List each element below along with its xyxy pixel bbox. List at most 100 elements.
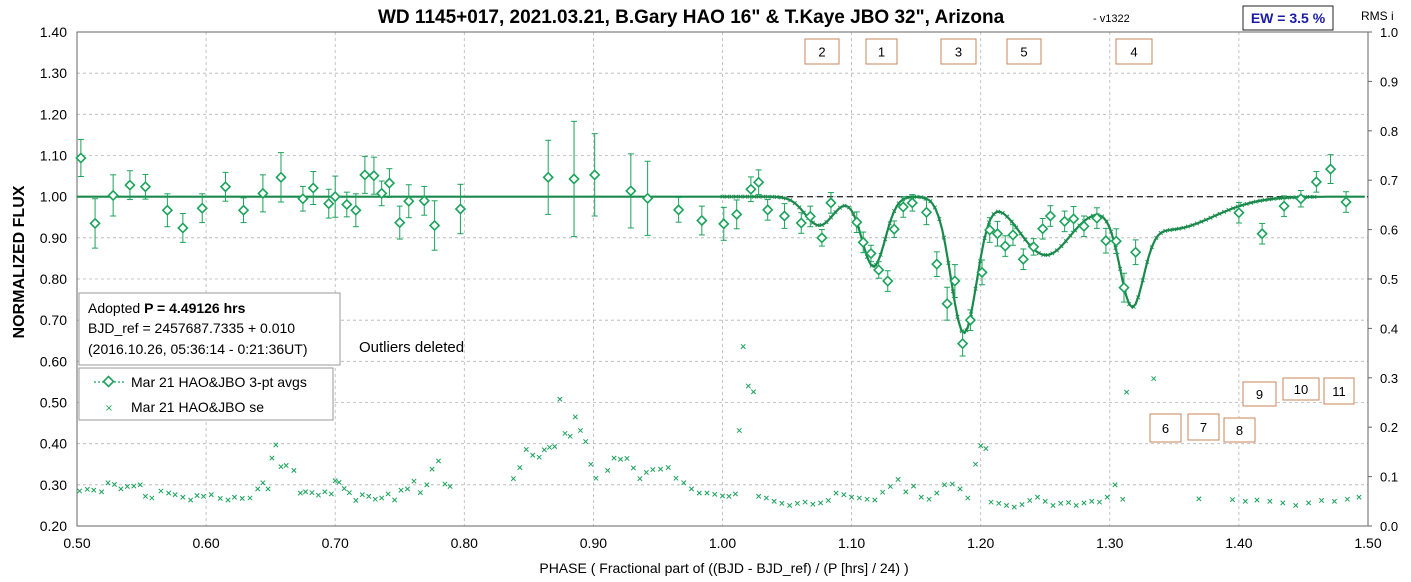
se-point xyxy=(346,490,352,496)
avg-point xyxy=(1233,207,1245,219)
event-marker-label: 8 xyxy=(1236,423,1243,438)
se-point xyxy=(1050,502,1056,508)
model-point xyxy=(1113,245,1118,251)
x-tick-label: 1.00 xyxy=(709,535,736,551)
se-point xyxy=(1124,389,1130,395)
avg-point xyxy=(857,236,869,249)
model-point xyxy=(1005,214,1010,219)
y-tick-label: 0.40 xyxy=(40,436,67,452)
se-point xyxy=(918,494,924,500)
ew-box xyxy=(1242,5,1334,31)
se-point xyxy=(911,483,917,489)
se-point xyxy=(957,486,963,492)
model-point xyxy=(1136,295,1141,300)
avg-point xyxy=(888,223,900,235)
x-tick-label: 0.50 xyxy=(63,535,90,551)
avg-point xyxy=(949,275,961,287)
avg-point xyxy=(383,177,396,189)
avg-point xyxy=(1295,193,1307,205)
event-marker-box xyxy=(1223,417,1256,443)
info-line-3: (2016.10.26, 05:36:14 - 0:21:36UT) xyxy=(88,341,307,357)
model-point xyxy=(1172,227,1177,232)
rms-label: RMS i xyxy=(1361,9,1394,23)
se-point xyxy=(424,482,430,488)
model-point xyxy=(1262,197,1267,203)
se-point xyxy=(1242,498,1248,504)
se-point xyxy=(336,479,342,485)
model-point xyxy=(973,286,978,291)
avg-point xyxy=(1256,228,1268,240)
se-point xyxy=(353,497,359,504)
se-point xyxy=(225,497,231,503)
se-point xyxy=(650,467,656,473)
avg-point xyxy=(1017,253,1029,265)
model-point xyxy=(797,205,802,210)
event-marker-box xyxy=(1149,413,1182,443)
se-point xyxy=(302,489,309,495)
se-point xyxy=(903,489,909,495)
model-point xyxy=(1199,219,1204,224)
avg-point xyxy=(368,170,380,182)
avg-point xyxy=(976,266,988,279)
se-point xyxy=(260,480,266,486)
x-tick-label: 1.20 xyxy=(967,535,994,551)
se-point xyxy=(567,433,573,439)
info-line-1: Adopted P = 4.49126 hrs xyxy=(88,300,246,316)
y-tick-label: 1.40 xyxy=(40,24,67,40)
model-point xyxy=(837,205,843,210)
model-point xyxy=(1208,215,1213,220)
se-point xyxy=(732,491,738,497)
x-axis-label: PHASE ( Fractional part of ((BJD - BJD_r… xyxy=(539,560,908,576)
avg-point xyxy=(1129,246,1142,258)
se-point xyxy=(1096,499,1103,505)
model-point xyxy=(1253,199,1258,204)
se-point xyxy=(359,492,365,498)
se-point xyxy=(1073,502,1079,508)
se-point xyxy=(617,456,624,462)
event-marker: 1 xyxy=(865,38,898,65)
event-marker-label: 11 xyxy=(1332,384,1346,399)
model-point xyxy=(724,194,730,199)
se-point xyxy=(1065,499,1072,506)
avg-point xyxy=(139,181,152,193)
avg-point xyxy=(964,314,977,326)
se-point xyxy=(1229,497,1236,503)
se-point xyxy=(291,467,297,473)
event-marker-label: 2 xyxy=(818,45,825,60)
x-tick-label: 1.10 xyxy=(838,535,865,551)
se-point xyxy=(841,492,847,498)
model-point xyxy=(905,195,910,200)
se-point xyxy=(398,487,404,493)
model-point xyxy=(1149,245,1154,250)
model-point xyxy=(779,195,784,200)
model-point xyxy=(828,215,834,220)
se-point xyxy=(849,494,855,500)
model-point xyxy=(1145,259,1150,265)
y-axis-ticks: 0.20 0.30 0.40 0.50 0.60 0.70 0.80 0.90 1.00 1.10… xyxy=(40,24,67,534)
event-marker: 6 xyxy=(1149,413,1182,443)
se-point xyxy=(1293,502,1299,508)
avg-point xyxy=(873,264,885,276)
se-point xyxy=(273,442,279,448)
se-point xyxy=(546,444,553,450)
model-point xyxy=(819,222,825,228)
se-point xyxy=(366,493,372,499)
model-point xyxy=(824,219,829,225)
model-point xyxy=(1185,224,1191,229)
model-point xyxy=(1118,266,1123,271)
se-point xyxy=(856,495,862,501)
se-point xyxy=(696,490,702,496)
event-marker: 9 xyxy=(1242,381,1277,407)
se-point xyxy=(265,486,271,492)
se-point xyxy=(562,430,568,436)
model-point xyxy=(810,220,815,225)
avg-point xyxy=(428,219,441,232)
y2-tick-label: 0.1 xyxy=(1380,470,1398,485)
se-point xyxy=(84,486,90,492)
y2-tick-label: 0.9 xyxy=(1380,74,1398,89)
model-point xyxy=(1230,206,1236,211)
model-point xyxy=(756,194,761,199)
avg-point xyxy=(641,192,654,204)
se-point xyxy=(978,443,984,449)
se-point xyxy=(417,490,423,496)
